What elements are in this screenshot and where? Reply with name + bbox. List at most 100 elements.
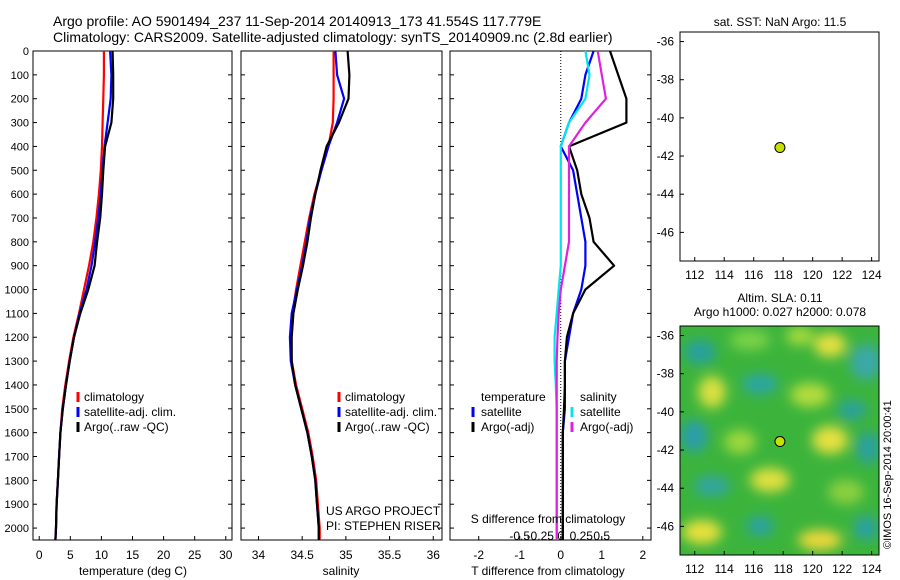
- salinity-axes-frame: [240, 50, 443, 541]
- sla-heatmap: [680, 326, 879, 555]
- lon-tick-label: 112: [685, 268, 704, 282]
- temperature-tick-label: 10: [95, 548, 109, 562]
- difference-series: [553, 51, 628, 540]
- legend-entry: satellite-adj. clim.: [84, 405, 176, 419]
- lat-tick-label: -40: [657, 111, 675, 125]
- sst-map-title: sat. SST: NaN Argo: 11.5: [714, 15, 847, 29]
- legend-entry: Argo(-adj): [481, 420, 534, 434]
- lon-tick-label: 114: [715, 562, 734, 576]
- salinity-x-axis: 34 34.5 35 35.5 36: [241, 50, 442, 562]
- temperature-tick-label: 15: [126, 548, 140, 562]
- depth-tick-label: 1500: [5, 404, 29, 416]
- argo-raw-qc-line: [54, 51, 115, 540]
- depth-tick-label: 1300: [5, 356, 29, 368]
- salinity-tick-label: 34: [252, 548, 266, 562]
- lat-tick-label: -46: [657, 225, 675, 239]
- s-difference-tick-label: 0.5: [593, 529, 610, 543]
- t-difference-tick-label: 0: [557, 548, 564, 562]
- depth-tick-label: 700: [11, 213, 29, 225]
- lon-tick-label: 116: [744, 268, 763, 282]
- sla-heatmap-texture: [680, 327, 879, 550]
- depth-tick-label: 300: [11, 118, 29, 130]
- salinity-tick-label: 36: [427, 548, 441, 562]
- credits-line-1: US ARGO PROJECT: [326, 504, 441, 518]
- temperature-axes-frame: [32, 50, 233, 541]
- legend-entry: Argo(-adj): [580, 420, 633, 434]
- lat-tick-label: -36: [657, 35, 675, 49]
- depth-tick-label: 1700: [5, 452, 29, 464]
- legend-entry: Argo(..raw -QC): [84, 420, 169, 434]
- temperature-tick-label: 30: [219, 548, 233, 562]
- sst-map-markers: [774, 142, 786, 154]
- difference-legend: temperaturesatelliteArgo(-adj)salinitysa…: [471, 390, 633, 434]
- depth-tick-label: 1100: [5, 308, 29, 320]
- sla-map-subtitle: Argo h1000: 0.027 h2000: 0.078: [694, 305, 866, 319]
- copyright-timestamp: ©IMOS 16-Sep-2014 20:00:41: [882, 400, 894, 549]
- t-difference-tick-label: -2: [473, 548, 484, 562]
- sla-map-title: Altim. SLA: 0.11: [737, 291, 822, 305]
- depth-tick-label: 200: [11, 94, 29, 106]
- lat-tick-label: -38: [657, 73, 675, 87]
- credits-line-2: PI: STEPHEN RISER: [326, 519, 441, 533]
- sla-map-axes: 112 114 116 118 120 122 124 -36 -38 -40 -42 -44 -46: [657, 329, 882, 576]
- lon-tick-label: 120: [803, 268, 823, 282]
- legend-entry: climatology: [84, 390, 144, 404]
- depth-tick-label: 1900: [5, 499, 29, 511]
- sla-map-frame: [679, 325, 880, 556]
- sst-map-panel: sat. SST: NaN Argo: 11.5 112 114 116 118 120…: [657, 15, 882, 282]
- temperature-tick-label: 20: [157, 548, 171, 562]
- depth-tick-label: 500: [11, 165, 29, 177]
- salinity-argo-adj-line: [555, 51, 608, 540]
- temperature-xlabel: temperature (deg C): [79, 564, 187, 578]
- salinity-series: [288, 51, 351, 540]
- difference-x-axis: -2 -1 0 1 2 -0.5-0.25 0 0.25 0.5: [450, 50, 651, 562]
- lon-tick-label: 116: [744, 562, 763, 576]
- lat-tick-label: -42: [657, 443, 675, 457]
- depth-tick-label: 900: [11, 261, 29, 273]
- depth-tick-label: 800: [11, 237, 29, 249]
- lon-tick-label: 124: [862, 268, 882, 282]
- depth-tick-label: 1000: [5, 285, 29, 297]
- lat-tick-label: -36: [657, 329, 675, 343]
- lon-tick-label: 112: [685, 562, 704, 576]
- sla-map-markers: [774, 436, 786, 448]
- temperature-x-axis: 0 5 10 15 20 25 30: [33, 50, 233, 562]
- s-difference-label: S difference from climatology: [471, 512, 626, 526]
- lat-tick-label: -46: [657, 519, 675, 533]
- salinity-xlabel: salinity: [323, 564, 360, 578]
- argo-location-marker: [774, 142, 786, 154]
- depth-tick-label: 1800: [5, 475, 29, 487]
- depth-tick-label: 400: [11, 141, 29, 153]
- argo-raw-qc-line: [290, 51, 351, 540]
- figure-title: Argo profile: AO 5901494_237 11-Sep-2014…: [53, 13, 542, 29]
- depth-tick-label: 1600: [5, 428, 29, 440]
- temperature-series: [54, 51, 115, 540]
- legend-group-title: temperature: [481, 390, 546, 404]
- lon-tick-label: 118: [774, 268, 793, 282]
- depth-tick-label: 100: [11, 70, 29, 82]
- difference-panel: -2 -1 0 1 2-0.5-0.25 0 0.25 0.5 temperaturesate…: [449, 50, 652, 578]
- sla-map-panel: Altim. SLA: 0.11 Argo h1000: 0.027 h2000…: [657, 291, 882, 576]
- legend-entry: Argo(..raw -QC): [345, 420, 430, 434]
- t-difference-tick-label: -1: [514, 548, 525, 562]
- t-difference-tick-label: 2: [639, 548, 646, 562]
- legend-entry: climatology: [345, 390, 405, 404]
- lon-tick-label: 114: [715, 268, 734, 282]
- lon-tick-label: 120: [803, 562, 823, 576]
- temperature-tick-label: 25: [188, 548, 202, 562]
- depth-tick-label: 1400: [5, 380, 29, 392]
- legend-entry: satellite: [580, 405, 621, 419]
- lat-tick-label: -40: [657, 405, 675, 419]
- legend-entry: satellite-adj. clim.: [345, 405, 437, 419]
- temperature-tick-label: 0: [36, 548, 43, 562]
- t-difference-tick-label: 1: [598, 548, 605, 562]
- s-difference-tick-label: -0.25: [527, 529, 555, 543]
- depth-tick-label: 0: [23, 46, 29, 58]
- t-difference-label: T difference from climatology: [471, 564, 625, 578]
- depth-tick-label: 600: [11, 189, 29, 201]
- temperature-panel: 0100200300400500600700800900100011001200…: [5, 46, 233, 578]
- legend-entry: satellite: [481, 405, 522, 419]
